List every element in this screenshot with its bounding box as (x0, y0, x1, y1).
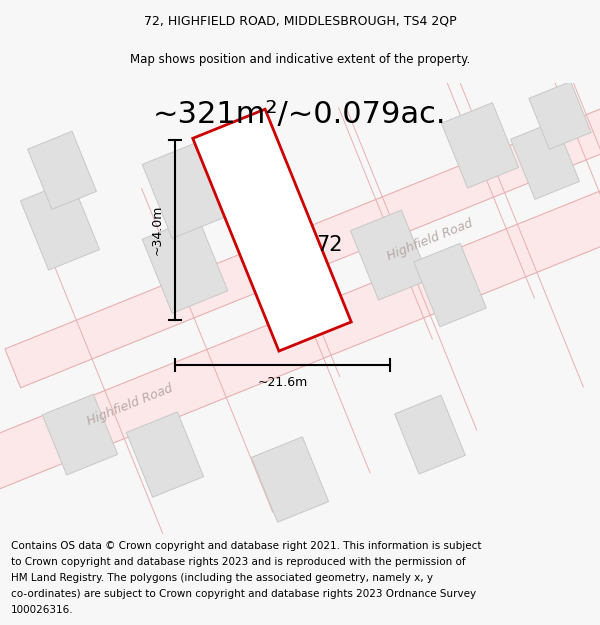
Polygon shape (20, 180, 100, 270)
Text: ~34.0m: ~34.0m (151, 205, 163, 256)
Polygon shape (142, 142, 228, 238)
Text: Contains OS data © Crown copyright and database right 2021. This information is : Contains OS data © Crown copyright and d… (11, 541, 481, 551)
Polygon shape (251, 437, 329, 522)
Text: Highfield Road: Highfield Road (385, 217, 475, 263)
Text: 72, HIGHFIELD ROAD, MIDDLESBROUGH, TS4 2QP: 72, HIGHFIELD ROAD, MIDDLESBROUGH, TS4 2… (143, 14, 457, 27)
Polygon shape (350, 210, 430, 300)
Polygon shape (127, 412, 203, 498)
Text: Map shows position and indicative extent of the property.: Map shows position and indicative extent… (130, 53, 470, 66)
Polygon shape (5, 12, 600, 388)
Polygon shape (414, 243, 486, 327)
Text: Highfield Road: Highfield Road (85, 381, 175, 428)
Polygon shape (0, 148, 600, 532)
Polygon shape (28, 131, 97, 209)
Text: ~21.6m: ~21.6m (257, 376, 308, 389)
Text: 72: 72 (317, 235, 343, 255)
Polygon shape (395, 395, 466, 474)
Text: HM Land Registry. The polygons (including the associated geometry, namely x, y: HM Land Registry. The polygons (includin… (11, 573, 433, 583)
Polygon shape (193, 109, 351, 351)
Polygon shape (43, 394, 118, 475)
Polygon shape (511, 121, 580, 199)
Polygon shape (442, 102, 518, 188)
Text: ~321m²/~0.079ac.: ~321m²/~0.079ac. (153, 101, 447, 129)
Text: 100026316.: 100026316. (11, 605, 73, 615)
Polygon shape (529, 82, 591, 149)
Text: co-ordinates) are subject to Crown copyright and database rights 2023 Ordnance S: co-ordinates) are subject to Crown copyr… (11, 589, 476, 599)
Polygon shape (142, 217, 228, 313)
Text: to Crown copyright and database rights 2023 and is reproduced with the permissio: to Crown copyright and database rights 2… (11, 557, 466, 567)
